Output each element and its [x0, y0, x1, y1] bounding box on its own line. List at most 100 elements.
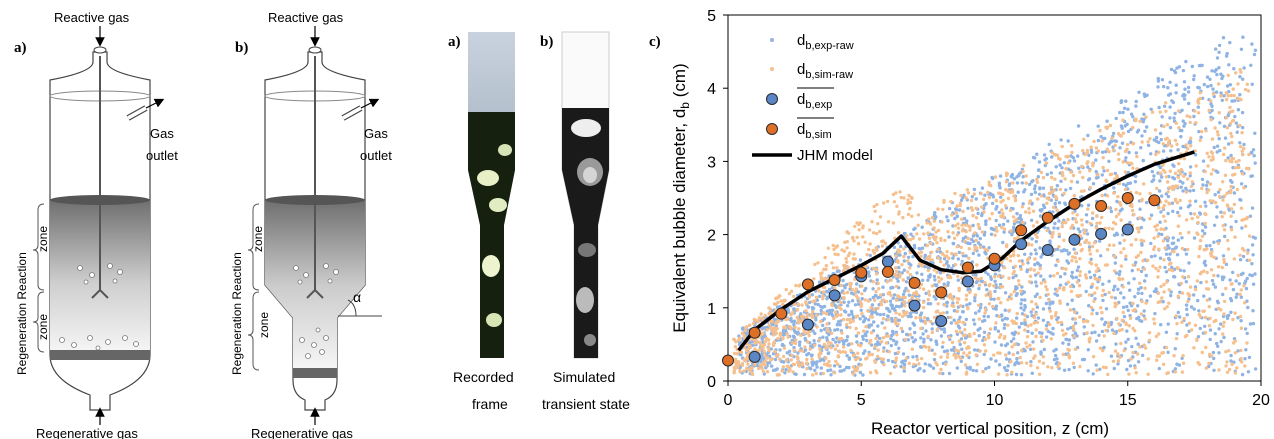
raw-point [993, 175, 998, 179]
raw-point [1121, 277, 1125, 281]
raw-point [836, 252, 840, 257]
raw-point [966, 191, 971, 195]
raw-point [920, 272, 924, 276]
raw-point [752, 317, 756, 322]
raw-point [1088, 169, 1092, 173]
raw-point [1042, 347, 1047, 352]
raw-point [1106, 206, 1111, 210]
raw-point [1190, 216, 1194, 221]
raw-point [908, 238, 913, 242]
raw-point [1038, 266, 1042, 271]
raw-point [1193, 109, 1197, 113]
raw-point [835, 269, 840, 274]
raw-point [1198, 212, 1203, 216]
raw-point [1156, 269, 1161, 273]
raw-point [1203, 221, 1207, 226]
raw-point [1188, 115, 1192, 119]
raw-point [1215, 150, 1219, 154]
raw-point [1066, 139, 1070, 143]
raw-point [792, 319, 796, 323]
raw-point [833, 340, 838, 344]
raw-point [1060, 224, 1065, 229]
raw-point [879, 340, 884, 344]
raw-point [854, 315, 858, 319]
raw-point [1151, 264, 1155, 268]
raw-point [1102, 322, 1107, 327]
raw-point [1114, 207, 1118, 212]
raw-point [1162, 290, 1166, 294]
raw-point [906, 338, 910, 342]
raw-point [875, 202, 879, 207]
raw-point [822, 290, 826, 294]
raw-point [1125, 122, 1129, 127]
raw-point [1118, 110, 1122, 115]
raw-point [1116, 152, 1121, 156]
raw-point [1105, 247, 1110, 252]
raw-point [856, 343, 861, 347]
raw-point [858, 317, 862, 321]
raw-point [1253, 131, 1257, 135]
raw-point [952, 345, 956, 350]
raw-point [1064, 220, 1068, 225]
legend-swatch [770, 38, 774, 42]
raw-point [1076, 124, 1081, 128]
raw-point [1027, 182, 1032, 187]
raw-point [915, 358, 920, 362]
raw-point [865, 338, 869, 343]
raw-point [880, 244, 885, 248]
raw-point [739, 350, 743, 354]
raw-point [1084, 213, 1089, 217]
raw-point [796, 360, 800, 364]
raw-point [1215, 205, 1219, 209]
raw-point [1020, 285, 1024, 289]
raw-point [1027, 280, 1032, 284]
raw-point [1062, 191, 1066, 196]
raw-point [832, 247, 836, 252]
raw-point [1188, 189, 1192, 193]
raw-point [817, 353, 821, 357]
raw-point [1057, 361, 1062, 366]
raw-point [1175, 201, 1180, 205]
raw-point [1211, 168, 1215, 172]
raw-point [865, 330, 869, 334]
raw-point [1142, 343, 1147, 347]
raw-point [1162, 104, 1167, 109]
raw-point [873, 209, 877, 213]
raw-point [906, 276, 911, 281]
raw-point [775, 327, 779, 331]
raw-point [1197, 86, 1202, 90]
raw-point [878, 312, 883, 317]
raw-point [1140, 291, 1144, 296]
raw-point [1216, 82, 1221, 86]
raw-point [771, 333, 776, 337]
raw-point [1031, 307, 1035, 312]
raw-point [791, 310, 795, 314]
raw-point [990, 211, 994, 216]
raw-point [878, 336, 882, 341]
raw-point [933, 352, 937, 356]
raw-point [894, 311, 898, 315]
raw-point [800, 349, 805, 353]
raw-point [814, 313, 819, 317]
raw-point [1220, 265, 1225, 270]
raw-point [1052, 274, 1056, 278]
raw-point [1182, 97, 1187, 101]
raw-point [851, 319, 855, 323]
raw-point [995, 204, 999, 209]
raw-point [800, 318, 804, 322]
raw-point [1139, 238, 1143, 242]
raw-point [843, 350, 848, 354]
raw-point [1018, 213, 1023, 218]
raw-point [959, 337, 964, 341]
reactor-a-bubbles [59, 263, 139, 351]
raw-point [1006, 323, 1010, 327]
raw-point [803, 345, 807, 349]
raw-point [1194, 164, 1198, 168]
raw-point [980, 186, 985, 190]
raw-point [732, 337, 736, 341]
raw-point [1243, 327, 1248, 331]
raw-point [806, 340, 810, 344]
raw-point [991, 227, 995, 231]
raw-point [974, 238, 978, 243]
raw-point [1226, 313, 1231, 318]
